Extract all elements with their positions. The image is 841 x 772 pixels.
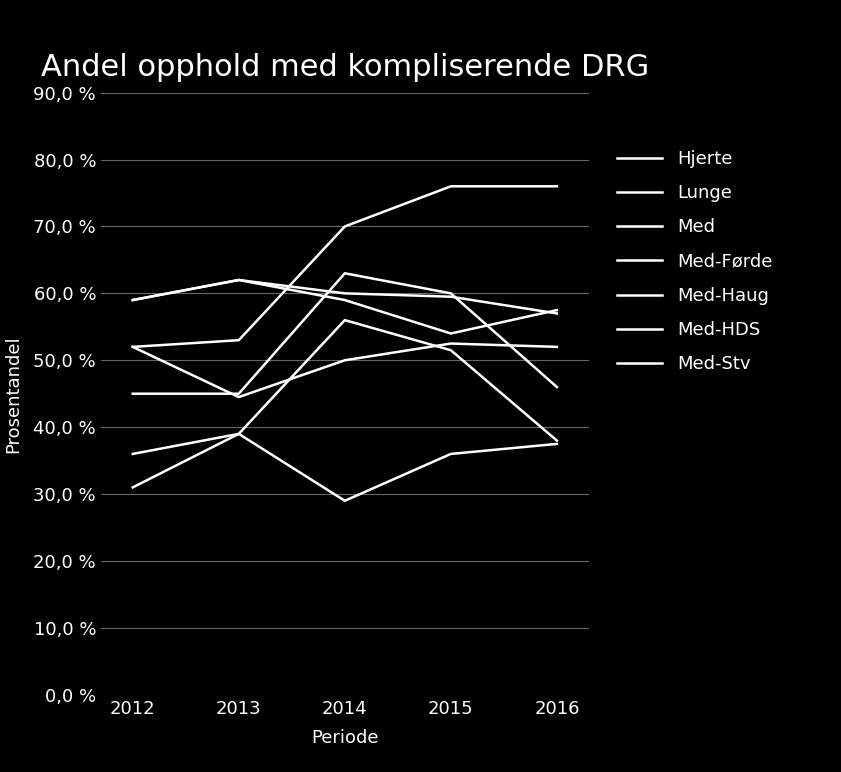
Line: Med-Stv: Med-Stv [133, 280, 557, 334]
Med-Haug [446, 449, 456, 459]
Lunge [340, 222, 350, 231]
Med-HDS [446, 339, 456, 348]
Hjerte [128, 296, 138, 305]
Med-Haug [128, 482, 138, 492]
Med-HDS [552, 342, 562, 351]
Med-Stv [234, 276, 244, 285]
Line: Med-HDS: Med-HDS [133, 344, 557, 397]
Med-Stv [340, 296, 350, 305]
Y-axis label: Prosentandel: Prosentandel [4, 335, 23, 452]
Med-Førde [234, 429, 244, 438]
Med-HDS [234, 392, 244, 401]
Med [446, 289, 456, 298]
Med [552, 382, 562, 391]
Line: Med-Førde: Med-Førde [133, 320, 557, 454]
Line: Med-Haug: Med-Haug [133, 434, 557, 501]
Med-HDS [340, 356, 350, 365]
Med-Haug [234, 429, 244, 438]
Med-HDS [128, 342, 138, 351]
Line: Lunge: Lunge [133, 186, 557, 347]
Med [234, 389, 244, 398]
Med-Stv [446, 329, 456, 338]
Lunge [234, 336, 244, 345]
Line: Med: Med [133, 273, 557, 394]
Med-Stv [552, 306, 562, 315]
Title: Andel opphold med kompliserende DRG: Andel opphold med kompliserende DRG [40, 53, 649, 82]
Med-Stv [128, 296, 138, 305]
Med-Førde [340, 316, 350, 325]
X-axis label: Periode: Periode [311, 729, 378, 747]
Med-Haug [340, 496, 350, 506]
Hjerte [446, 292, 456, 301]
Lunge [446, 181, 456, 191]
Hjerte [234, 276, 244, 285]
Legend: Hjerte, Lunge, Med, Med-Førde, Med-Haug, Med-HDS, Med-Stv: Hjerte, Lunge, Med, Med-Førde, Med-Haug,… [617, 150, 772, 374]
Med [128, 389, 138, 398]
Line: Hjerte: Hjerte [133, 280, 557, 313]
Med-Førde [552, 436, 562, 445]
Hjerte [340, 289, 350, 298]
Lunge [552, 181, 562, 191]
Med-Haug [552, 439, 562, 449]
Hjerte [552, 309, 562, 318]
Lunge [128, 342, 138, 351]
Med-Førde [128, 449, 138, 459]
Med [340, 269, 350, 278]
Med-Førde [446, 346, 456, 355]
